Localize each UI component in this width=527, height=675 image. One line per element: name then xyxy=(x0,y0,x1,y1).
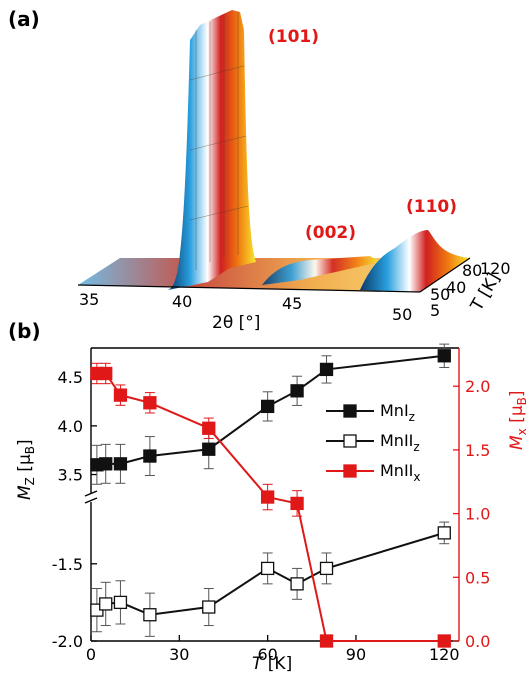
data-point xyxy=(113,457,128,471)
legend-entry: MnIIz xyxy=(326,431,420,454)
x-tick-40: 40 xyxy=(172,292,192,311)
surface-peak-002 xyxy=(262,256,380,285)
frame-a xyxy=(77,257,471,293)
data-point xyxy=(319,634,334,648)
peak-label-110: (110) xyxy=(406,197,457,217)
x-tick-label: 120 xyxy=(429,645,460,664)
data-point xyxy=(319,362,334,377)
data-point xyxy=(143,608,157,622)
t-tick-50: 50 xyxy=(430,285,450,304)
x-tick-35: 35 xyxy=(79,290,99,309)
data-point xyxy=(202,442,216,456)
bottom-axis-title: T [K] xyxy=(252,654,292,674)
panel-a: (a) (101) (002) (110) 35 40 45 xyxy=(8,7,511,333)
panel-b-label: (b) xyxy=(8,319,41,343)
y-tick-label: 4.0 xyxy=(58,417,83,436)
y2-tick-label: 1.0 xyxy=(465,505,490,524)
x-tick-label: 0 xyxy=(86,645,96,664)
data-point xyxy=(260,399,275,414)
data-point xyxy=(437,634,451,648)
y-tick-label: -2.0 xyxy=(52,632,83,651)
data-point xyxy=(113,595,128,610)
y-tick-label: 3.5 xyxy=(58,466,83,485)
data-point xyxy=(99,597,113,611)
data-point xyxy=(260,561,275,576)
x-tick-50: 50 xyxy=(392,305,412,324)
legend-entry: MnIIx xyxy=(326,461,421,484)
data-point xyxy=(319,561,334,576)
panel-a-label: (a) xyxy=(8,7,40,31)
t-tick-80: 80 xyxy=(462,261,482,280)
data-point xyxy=(113,388,128,402)
data-point xyxy=(290,577,304,591)
plot-frame-b xyxy=(90,347,459,642)
legend-marker xyxy=(343,434,357,448)
right-axis-title: Mx [μB] xyxy=(507,390,527,450)
data-point xyxy=(290,384,304,398)
surface-grid xyxy=(189,12,249,270)
left-axis-title: MZ [μB] xyxy=(15,439,37,500)
data-point xyxy=(143,449,157,463)
legend-label: MnIIx xyxy=(380,461,421,484)
legend: MnIz MnIIz MnIIx xyxy=(326,401,421,484)
legend-marker xyxy=(343,464,357,478)
y-tick-label: 4.5 xyxy=(58,368,83,387)
data-point xyxy=(143,396,157,410)
peak-label-101: (101) xyxy=(268,27,319,47)
x-tick-label: 60 xyxy=(257,645,277,664)
data-point xyxy=(290,496,304,511)
t-tick-120: 120 xyxy=(480,259,511,278)
series-MnIIz xyxy=(90,521,451,637)
data-point xyxy=(202,421,216,435)
legend-marker xyxy=(343,404,357,418)
legend-label: MnIIz xyxy=(380,431,420,454)
data-point xyxy=(99,457,113,471)
axis-break xyxy=(84,490,98,504)
y2-tick-label: 0.5 xyxy=(465,568,490,587)
surface-peak-101 xyxy=(168,10,256,290)
legend-entry: MnIz xyxy=(326,401,415,424)
data-point xyxy=(260,490,275,504)
data-point xyxy=(437,526,451,540)
data-point xyxy=(437,349,451,363)
legend-label: MnIz xyxy=(380,401,415,424)
data-point xyxy=(202,600,216,614)
x-tick-label: 90 xyxy=(346,645,366,664)
peak-label-002: (002) xyxy=(305,223,356,243)
ticks-b: 0 30 60 90 120 3.5 4.0 4.5 -2.0 -1.5 0.0 0.5 1.0 1.5 2… xyxy=(52,368,491,664)
t-tick-40: 40 xyxy=(446,278,466,297)
y2-tick-label: 2.0 xyxy=(465,377,490,396)
x-tick-label: 30 xyxy=(169,645,189,664)
y2-tick-label: 1.5 xyxy=(465,441,490,460)
x-tick-45: 45 xyxy=(282,294,302,313)
y-tick-label: -1.5 xyxy=(52,555,83,574)
series-MnIIx xyxy=(90,362,451,648)
marks-b xyxy=(90,343,451,648)
t-tick-5: 5 xyxy=(430,301,440,320)
y2-tick-label: 0.0 xyxy=(465,632,490,651)
panel-b: (b) 0 30 60 90 120 3.5 4.0 4.5 -2.0 -1.5 0.0 0.5 1.0… xyxy=(8,319,527,674)
x-axis-title-a: 2θ [°] xyxy=(212,313,260,333)
series-MnIz xyxy=(90,343,451,485)
data-point xyxy=(99,366,113,381)
